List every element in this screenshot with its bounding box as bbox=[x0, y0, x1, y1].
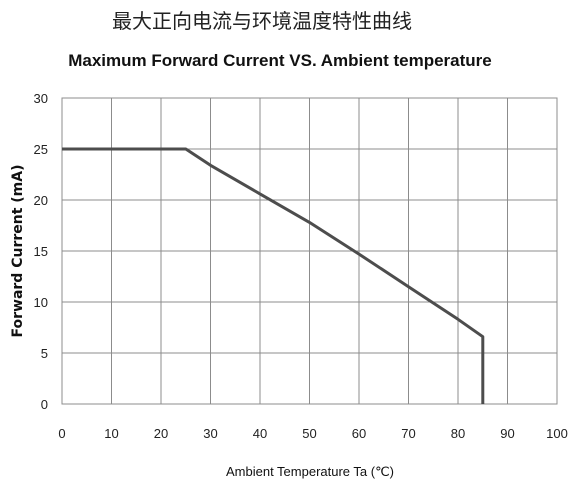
x-tick-label: 100 bbox=[546, 426, 568, 441]
x-tick-labels: 0 10 20 30 40 50 60 70 80 90 100 bbox=[58, 426, 567, 441]
x-tick-label: 60 bbox=[352, 426, 366, 441]
x-tick-label: 80 bbox=[451, 426, 465, 441]
plot-frame bbox=[61, 97, 558, 405]
series-line bbox=[62, 147, 485, 404]
x-tick-label: 20 bbox=[154, 426, 168, 441]
y-tick-label: 25 bbox=[34, 142, 48, 157]
y-tick-label: 5 bbox=[41, 346, 48, 361]
x-tick-label: 70 bbox=[401, 426, 415, 441]
y-axis-label: Forward Current (mA) bbox=[10, 165, 26, 338]
y-tick-label: 0 bbox=[41, 397, 48, 412]
y-tick-label: 10 bbox=[34, 295, 48, 310]
y-tick-label: 15 bbox=[34, 244, 48, 259]
y-tick-labels: 0 5 10 15 20 25 30 bbox=[34, 91, 48, 412]
x-tick-label: 50 bbox=[302, 426, 316, 441]
x-tick-label: 40 bbox=[253, 426, 267, 441]
x-tick-label: 0 bbox=[58, 426, 65, 441]
chart-title: 最大正向电流与环境温度特性曲线 bbox=[112, 9, 412, 33]
chart-subtitle: Maximum Forward Current VS. Ambient temp… bbox=[68, 51, 492, 70]
x-tick-label: 90 bbox=[500, 426, 514, 441]
y-tick-label: 20 bbox=[34, 193, 48, 208]
x-axis-label: Ambient Temperature Ta (℃) bbox=[226, 464, 394, 479]
y-tick-label: 30 bbox=[34, 91, 48, 106]
x-tick-label: 30 bbox=[203, 426, 217, 441]
x-tick-label: 10 bbox=[104, 426, 118, 441]
